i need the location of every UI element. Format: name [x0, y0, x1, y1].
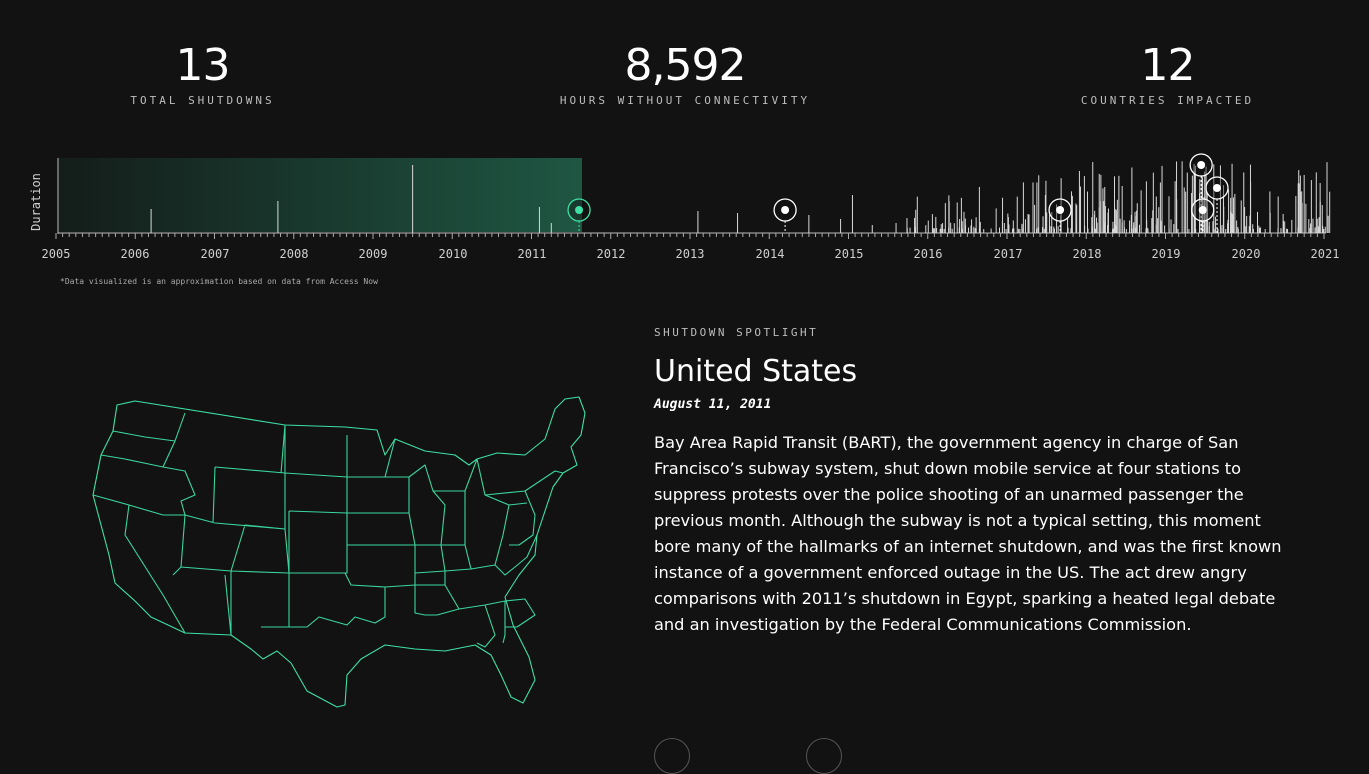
year-label: 2013	[676, 247, 705, 261]
data-footnote: *Data visualized is an approximation bas…	[60, 277, 378, 286]
year-label: 2014	[756, 247, 785, 261]
previous-spotlight-button[interactable]	[654, 738, 690, 774]
spotlight-description: Bay Area Rapid Transit (BART), the gover…	[654, 433, 1282, 634]
year-label: 2018	[1073, 247, 1102, 261]
us-outline	[92, 396, 586, 708]
shutdown-timeline[interactable]: Duration 2005 2006 2007 2008 2009 2010 2…	[0, 150, 1369, 270]
year-label: 2008	[280, 247, 309, 261]
timeline-event-marker[interactable]	[1189, 153, 1213, 233]
timeline-year-labels: 2005 2006 2007 2008 2009 2010 2011 2012 …	[42, 247, 1340, 261]
stat-value: 12	[1140, 40, 1196, 91]
spotlight-date: August 11, 2011	[654, 397, 772, 412]
year-label: 2016	[914, 247, 943, 261]
year-label: 2011	[518, 247, 547, 261]
year-label: 2017	[994, 247, 1023, 261]
timeline-event-marker[interactable]	[567, 198, 591, 233]
stat-label: COUNTRIES IMPACTED	[1080, 94, 1255, 107]
timeline-y-axis-label: Duration	[29, 173, 43, 231]
year-label: 2015	[835, 247, 864, 261]
stat-total-shutdowns: 13 TOTAL SHUTDOWNS	[120, 40, 285, 107]
year-label: 2020	[1232, 247, 1261, 261]
spotlight-country: United States	[654, 354, 858, 389]
stat-label: HOURS WITHOUT CONNECTIVITY	[559, 94, 811, 107]
year-label: 2006	[121, 247, 150, 261]
timeline-event-marker[interactable]	[1048, 198, 1072, 233]
year-label: 2021	[1311, 247, 1340, 261]
stat-value: 13	[175, 40, 231, 91]
state-borders	[92, 412, 564, 648]
year-label: 2009	[359, 247, 388, 261]
year-label: 2010	[439, 247, 468, 261]
year-label: 2012	[597, 247, 626, 261]
year-label: 2019	[1152, 247, 1181, 261]
us-map	[92, 396, 586, 708]
stat-countries-impacted: 12 COUNTRIES IMPACTED	[1070, 40, 1265, 107]
timeline-highlight-range	[58, 158, 582, 232]
stat-value: 8,592	[624, 40, 747, 91]
timeline-event-marker[interactable]	[1205, 176, 1229, 233]
timeline-event-marker[interactable]	[1191, 198, 1215, 233]
year-label: 2005	[42, 247, 71, 261]
timeline-event-marker[interactable]	[773, 198, 797, 233]
spotlight-kicker: SHUTDOWN SPOTLIGHT	[654, 326, 819, 339]
next-spotlight-button[interactable]	[806, 738, 842, 774]
stat-hours-without-connectivity: 8,592 HOURS WITHOUT CONNECTIVITY	[545, 40, 825, 107]
stat-label: TOTAL SHUTDOWNS	[130, 94, 275, 107]
year-label: 2007	[201, 247, 230, 261]
timeline-ticks	[55, 233, 1325, 239]
timeline-bars	[150, 161, 1331, 233]
